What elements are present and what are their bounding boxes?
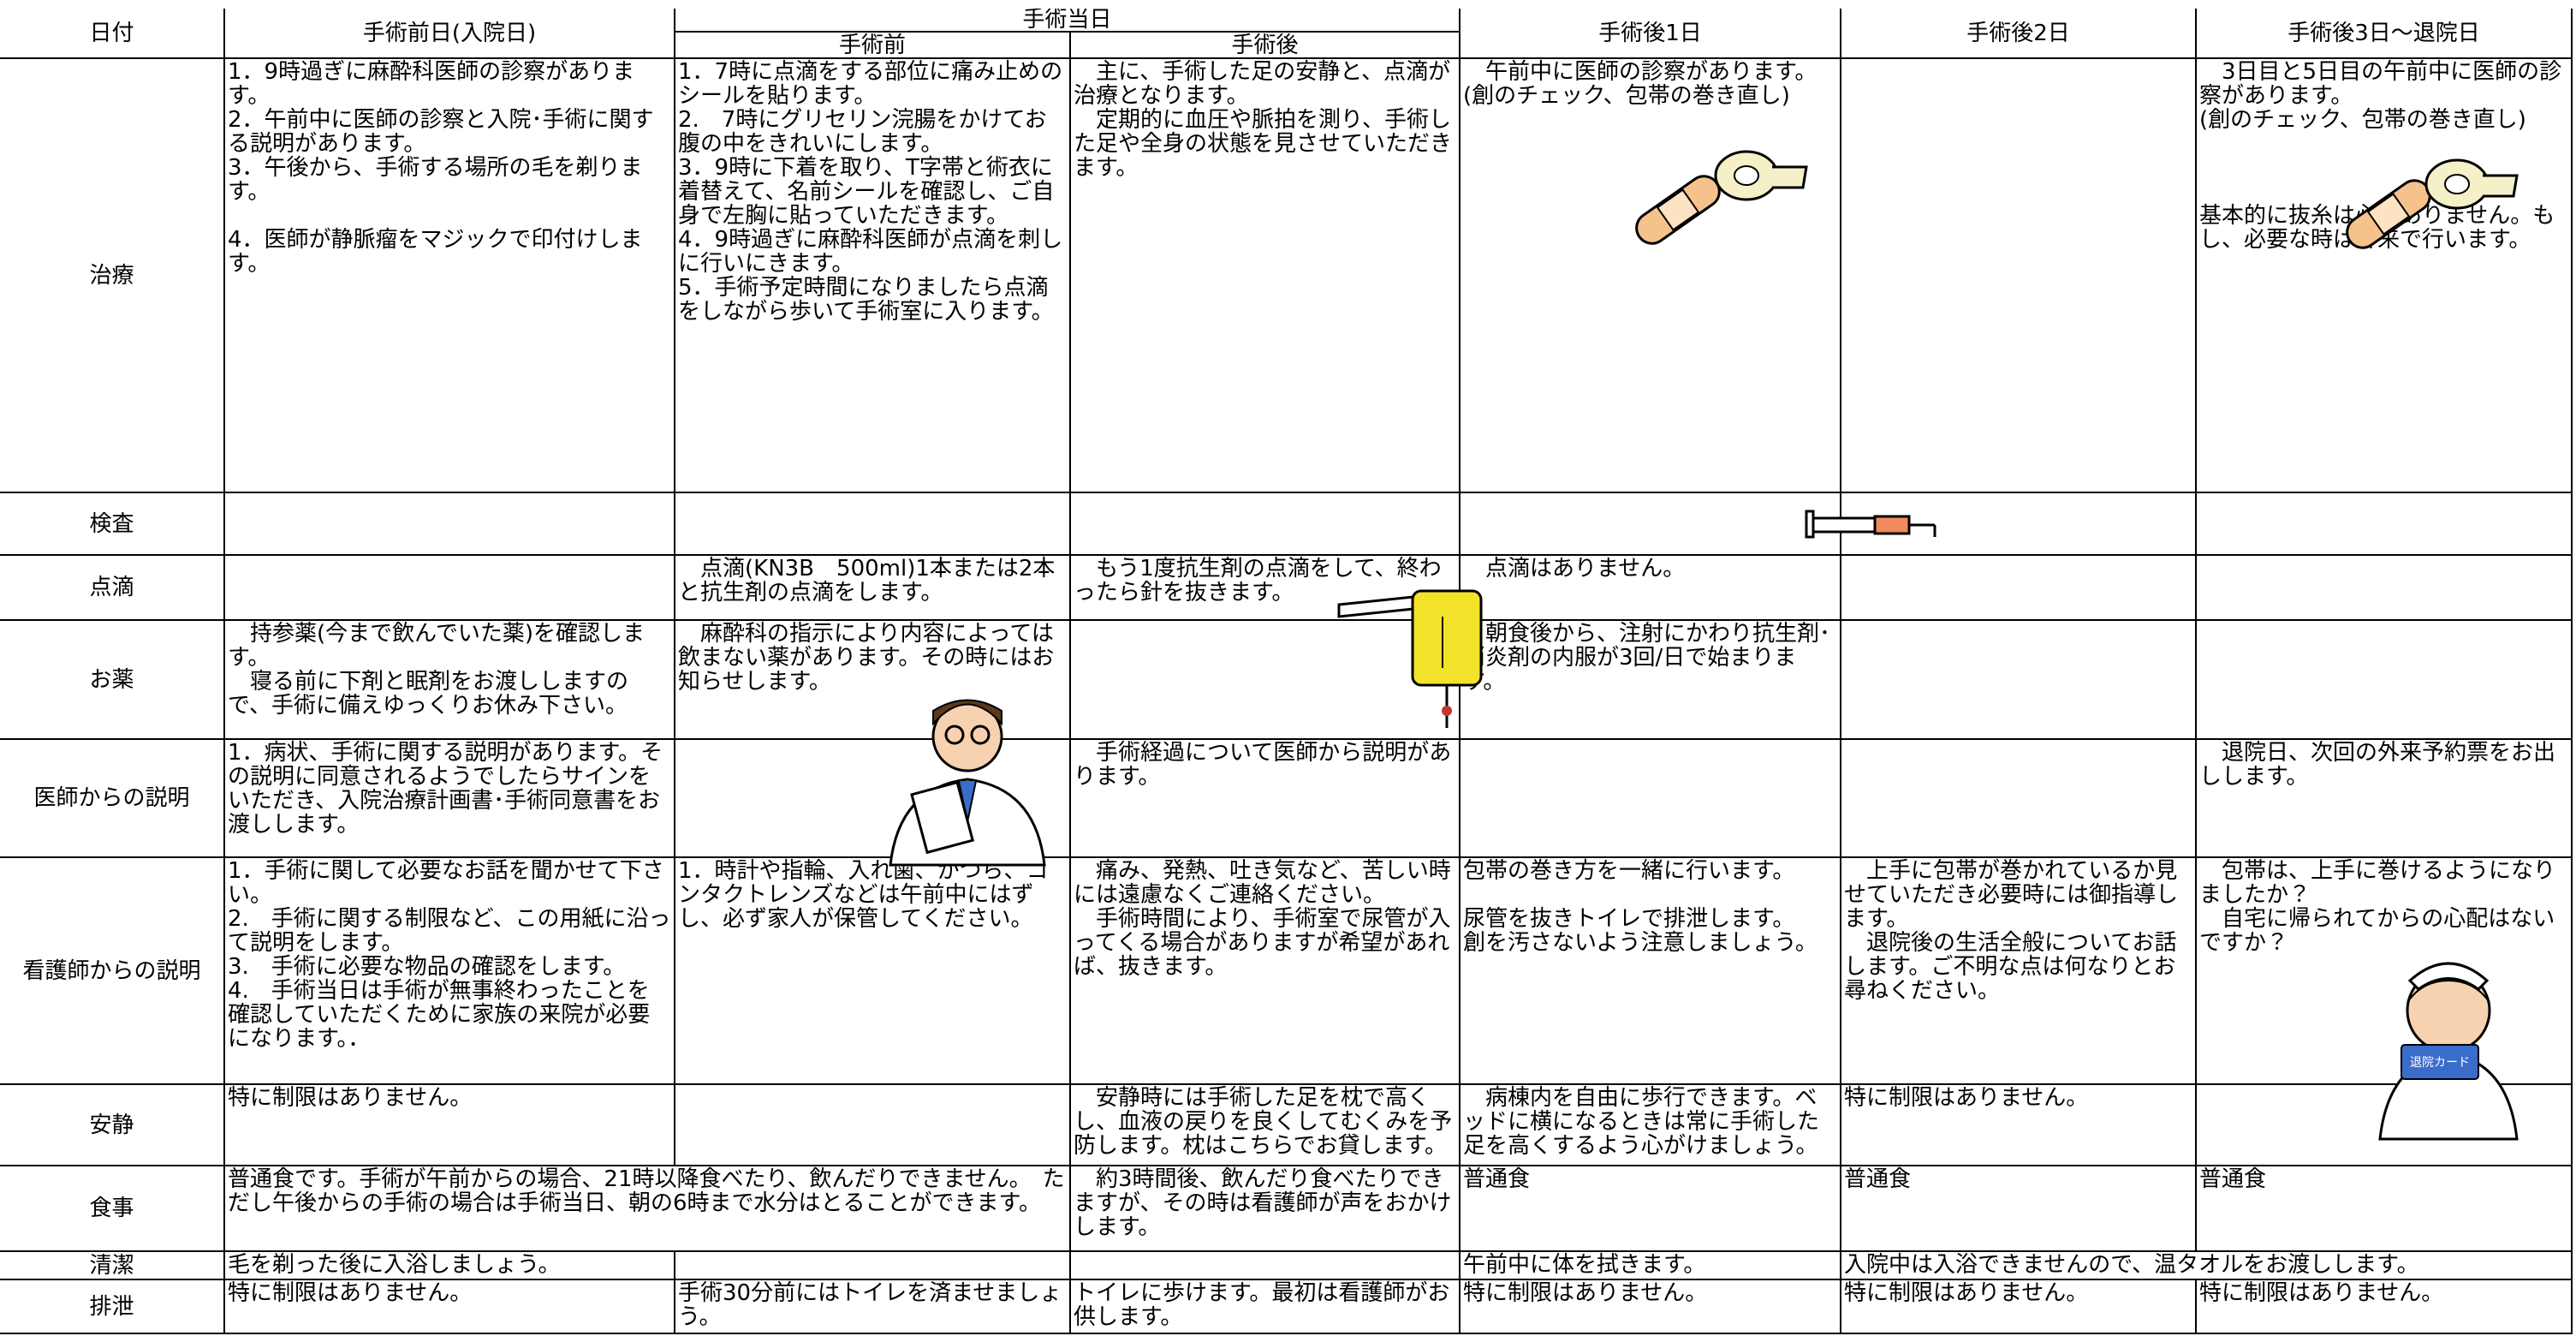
table-cell bbox=[1071, 493, 1461, 556]
header-cell: 手術後2日 bbox=[1841, 9, 2197, 59]
table-cell: 特に制限はありません。 bbox=[1461, 1280, 1841, 1334]
table-cell: 包帯の巻き方を一緒に行います。 尿管を抜きトイレで排泄します。 創を汚さないよう… bbox=[1461, 858, 1841, 1085]
table-cell: 1．時計や指輪、入れ歯、かつら、コンタクトレンズなどは午前中にはずし、必ず家人が… bbox=[675, 858, 1071, 1085]
header-cell: 手術後1日 bbox=[1461, 9, 1841, 59]
table-cell: 主に、手術した足の安静と、点滴が治療となります。 定期的に血圧や脈拍を測り、手術… bbox=[1071, 59, 1461, 493]
table-cell bbox=[2197, 556, 2573, 621]
row-label: 清潔 bbox=[0, 1252, 225, 1280]
row-label: 食事 bbox=[0, 1166, 225, 1252]
table-cell: 毛を剃った後に入浴しましょう。 bbox=[225, 1252, 675, 1280]
table-cell: 普通食です。手術が午前からの場合、21時以降食べたり、飲んだりできません。 ただ… bbox=[225, 1166, 1071, 1252]
table-cell: 上手に包帯が巻かれているか見せていただき必要時には御指導します。 退院後の生活全… bbox=[1841, 858, 2197, 1085]
table-cell: もう1度抗生剤の点滴をして、終わったら針を抜きます。 bbox=[1071, 556, 1461, 621]
table-cell: 入院中は入浴できませんので、温タオルをお渡しします。 bbox=[1841, 1252, 2573, 1280]
header-cell: 手術後 bbox=[1071, 33, 1461, 59]
table-cell bbox=[225, 556, 675, 621]
table-cell bbox=[1071, 621, 1461, 740]
table-cell: 包帯は、上手に巻けるようになりましたか？ 自宅に帰られてからの心配はないですか？ bbox=[2197, 858, 2573, 1085]
table-cell: 午前中に医師の診察があります。 (創のチェック、包帯の巻き直し) bbox=[1461, 59, 1841, 493]
table-cell: 退院日、次回の外来予約票をお出しします。 bbox=[2197, 740, 2573, 858]
table-cell: 朝食後から、注射にかわり抗生剤･消炎剤の内服が3回/日で始まります。 bbox=[1461, 621, 1841, 740]
table-cell bbox=[225, 493, 675, 556]
row-label: 検査 bbox=[0, 493, 225, 556]
table-cell bbox=[1841, 621, 2197, 740]
table-cell bbox=[1461, 493, 1841, 556]
table-cell: 1．手術に関して必要なお話を聞かせて下さい。 2. 手術に関する制限など、この用… bbox=[225, 858, 675, 1085]
table-cell: 手術経過について医師から説明があります。 bbox=[1071, 740, 1461, 858]
table-cell: 持参薬(今まで飲んでいた薬)を確認します。 寝る前に下剤と眠剤をお渡ししますので… bbox=[225, 621, 675, 740]
table-cell: 特に制限はありません。 bbox=[1841, 1085, 2197, 1166]
table-cell: 麻酔科の指示により内容によっては飲まない薬があります。その時にはお知らせします。 bbox=[675, 621, 1071, 740]
table-cell: 特に制限はありません。 bbox=[2197, 1280, 2573, 1334]
row-label: 医師からの説明 bbox=[0, 740, 225, 858]
row-label: 看護師からの説明 bbox=[0, 858, 225, 1085]
header-cell: 手術前日(入院日) bbox=[225, 9, 675, 59]
table-cell: 普通食 bbox=[1841, 1166, 2197, 1252]
table-cell bbox=[675, 493, 1071, 556]
table-cell: 1．7時に点滴をする部位に痛み止めのシールを貼ります。 2. 7時にグリセリン浣… bbox=[675, 59, 1071, 493]
table-cell bbox=[675, 1085, 1071, 1166]
table-cell bbox=[1841, 493, 2197, 556]
row-label: お薬 bbox=[0, 621, 225, 740]
table-cell: 病棟内を自由に歩行できます。ベッドに横になるときは常に手術した足を高くするよう心… bbox=[1461, 1085, 1841, 1166]
table-cell bbox=[675, 1252, 1071, 1280]
table-cell bbox=[2197, 621, 2573, 740]
table-cell: 約3時間後、飲んだり食べたりできますが、その時は看護師が声をおかけします。 bbox=[1071, 1166, 1461, 1252]
table-cell: 1．病状、手術に関する説明があります。その説明に同意されるようでしたらサインをい… bbox=[225, 740, 675, 858]
table-cell bbox=[1841, 59, 2197, 493]
table-cell bbox=[1071, 1252, 1461, 1280]
header-cell: 手術当日 bbox=[675, 9, 1461, 33]
table-cell: 点滴はありません。 bbox=[1461, 556, 1841, 621]
table-cell: 3日目と5日目の午前中に医師の診察があります。 (創のチェック、包帯の巻き直し)… bbox=[2197, 59, 2573, 493]
row-label: 治療 bbox=[0, 59, 225, 493]
table-cell bbox=[675, 740, 1071, 858]
table-cell: 痛み、発熱、吐き気など、苦しい時には遠慮なくご連絡ください。 手術時間により、手… bbox=[1071, 858, 1461, 1085]
header-cell: 手術前 bbox=[675, 33, 1071, 59]
table-cell: 1．9時過ぎに麻酔科医師の診察があります。 2．午前中に医師の診察と入院･手術に… bbox=[225, 59, 675, 493]
row-label: 安静 bbox=[0, 1085, 225, 1166]
table-cell: 安静時には手術した足を枕で高くし、血液の戻りを良くしてむくみを予防します。枕はこ… bbox=[1071, 1085, 1461, 1166]
table-cell bbox=[2197, 493, 2573, 556]
table-cell: 特に制限はありません。 bbox=[225, 1280, 675, 1334]
table-cell bbox=[1841, 740, 2197, 858]
row-label: 排泄 bbox=[0, 1280, 225, 1334]
table-cell: 特に制限はありません。 bbox=[1841, 1280, 2197, 1334]
table-cell bbox=[2197, 1085, 2573, 1166]
table-cell: 特に制限はありません。 bbox=[225, 1085, 675, 1166]
table-cell: 普通食 bbox=[2197, 1166, 2573, 1252]
table-cell: トイレに歩けます。最初は看護師がお供します。 bbox=[1071, 1280, 1461, 1334]
header-cell: 日付 bbox=[0, 9, 225, 59]
table-cell: 手術30分前にはトイレを済ませましょう。 bbox=[675, 1280, 1071, 1334]
table-cell: 点滴(KN3B 500ml)1本または2本と抗生剤の点滴をします。 bbox=[675, 556, 1071, 621]
row-label: 点滴 bbox=[0, 556, 225, 621]
header-cell: 手術後3日～退院日 bbox=[2197, 9, 2573, 59]
table-cell: 午前中に体を拭きます。 bbox=[1461, 1252, 1841, 1280]
table-cell bbox=[1461, 740, 1841, 858]
table-cell bbox=[1841, 556, 2197, 621]
table-cell: 普通食 bbox=[1461, 1166, 1841, 1252]
